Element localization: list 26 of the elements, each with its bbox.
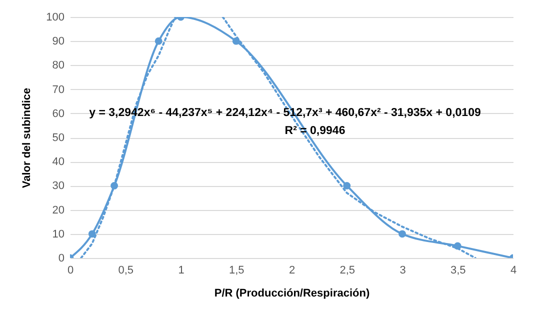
x-tick-label: 2 [288,264,296,276]
y-tick-label: 100 [46,12,64,24]
y-tick-label: 70 [52,84,64,96]
x-tick-label: 1,5 [228,264,244,276]
x-tick-label: 4 [510,264,517,276]
y-tick-label: 20 [52,204,64,216]
point [154,37,162,45]
x-tick-label: 0,5 [118,264,134,276]
y-tick-label: 0 [58,252,64,264]
y-tick-label: 10 [52,228,64,240]
y-tick-label: 80 [52,60,64,72]
y-axis-title: Valor del subindice [21,88,34,188]
x-axis-title: P/R (Producción/Respiración) [214,288,370,300]
y-tick-label: 50 [52,132,64,144]
point [88,230,96,238]
y-tick-label: 90 [52,36,64,48]
x-tick-label: 0 [67,264,74,276]
point [343,182,351,190]
x-tick-label: 2,5 [340,264,356,276]
y-tick-label: 40 [52,156,64,168]
y-tick-label: 60 [52,108,64,120]
x-tick-label: 3,5 [450,264,466,276]
x-tick-label: 1 [178,264,184,276]
y-tick-label: 30 [52,180,64,192]
point [398,230,406,238]
x-tick-label: 3 [400,264,406,276]
